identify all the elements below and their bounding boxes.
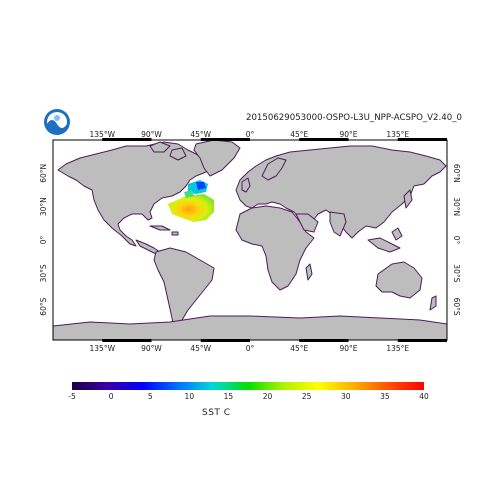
colorbar-label: SST C (202, 408, 231, 418)
scandinavia (261, 157, 287, 181)
lat-tick-label-right: 60°S (452, 298, 461, 316)
colorbar-tick-label: 0 (109, 392, 114, 401)
lon-tick-label-bottom: 90°W (141, 344, 162, 353)
lat-tick-label-left: 30°S (39, 264, 48, 282)
sst-data-swath (168, 180, 214, 222)
indian-subcontinent (329, 211, 347, 237)
colorbar (72, 382, 424, 390)
colorbar-tick-label: 20 (263, 392, 273, 401)
lat-tick-label-left: 30°N (39, 197, 48, 216)
lat-tick-label-right: 0° (452, 236, 461, 245)
arabian-peninsula (295, 213, 319, 233)
lon-tick-label-bottom: 0° (246, 344, 255, 353)
australia (375, 261, 423, 299)
maritime-southeast-asia (367, 227, 403, 253)
map-body (53, 140, 447, 340)
lon-tick-label-bottom: 90°E (339, 344, 357, 353)
border-bar-segment (299, 339, 349, 342)
lon-tick-label-top: 90°W (141, 130, 162, 139)
border-bar-segment (299, 138, 349, 141)
british-isles (241, 177, 251, 193)
lon-tick-label-bottom: 135°W (90, 344, 116, 353)
lat-tick-label-right: 60°N (452, 164, 461, 183)
japan (403, 189, 413, 209)
latitude-labels-right: 60°N 30°N 0° 30°S 60°S (452, 164, 461, 316)
lon-tick-label-bottom: 45°W (190, 344, 211, 353)
caribbean-islands (149, 225, 179, 236)
border-bar-segment (200, 138, 250, 141)
colorbar-tick-label: 35 (380, 392, 390, 401)
latitude-labels-left: 60°N 30°N 0° 30°S 60°S (39, 164, 48, 316)
colorbar-tick-label: 25 (302, 392, 312, 401)
longitude-labels-top: 135°W 90°W 45°W 0° 45°E 90°E 135°E (90, 130, 410, 139)
lon-tick-label-top: 0° (246, 130, 255, 139)
lat-tick-label-left: 60°S (39, 297, 48, 315)
border-bar-segment (102, 138, 152, 141)
lon-tick-label-bottom: 135°E (386, 344, 409, 353)
greenland (193, 140, 241, 177)
colorbar-tick-label: 30 (341, 392, 351, 401)
border-bar-segment (102, 339, 152, 342)
figure-title: 20150629053000-OSPO-L3U_NPP-ACSPO_V2.40_… (246, 113, 462, 123)
colorbar-tick-label: 15 (224, 392, 234, 401)
south-america (153, 247, 215, 331)
colorbar-tick-label: 10 (185, 392, 195, 401)
border-bar-segment (200, 339, 250, 342)
lat-tick-label-left: 60°N (39, 164, 48, 183)
new-zealand (429, 295, 437, 311)
lon-tick-label-top: 135°E (386, 130, 409, 139)
border-bar-segment (397, 138, 447, 141)
map-border-bars (102, 138, 447, 342)
longitude-labels-bottom: 135°W 90°W 45°W 0° 45°E 90°E 135°E (90, 344, 410, 353)
arctic-islands (149, 141, 187, 161)
antarctica (53, 315, 447, 340)
eurasia (235, 145, 447, 239)
colorbar-tick-label: -5 (68, 392, 76, 401)
lon-tick-label-top: 90°E (339, 130, 357, 139)
lon-tick-label-top: 135°W (90, 130, 116, 139)
colorbar-tick-label: 5 (148, 392, 153, 401)
lon-tick-label-bottom: 45°E (290, 344, 308, 353)
lat-tick-label-right: 30°S (452, 264, 461, 282)
madagascar (305, 263, 313, 281)
lon-tick-label-top: 45°W (190, 130, 211, 139)
colorbar-tick-labels: -5 0 5 10 15 20 25 30 35 40 (68, 392, 429, 401)
colorbar-tick-label: 40 (419, 392, 429, 401)
lat-tick-label-right: 30°N (452, 197, 461, 216)
north-america (57, 141, 211, 247)
lon-tick-label-top: 45°E (290, 130, 308, 139)
lat-tick-label-left: 0° (39, 235, 48, 244)
border-bar-segment (397, 339, 447, 342)
africa (235, 205, 315, 291)
noaa-logo (44, 109, 70, 135)
